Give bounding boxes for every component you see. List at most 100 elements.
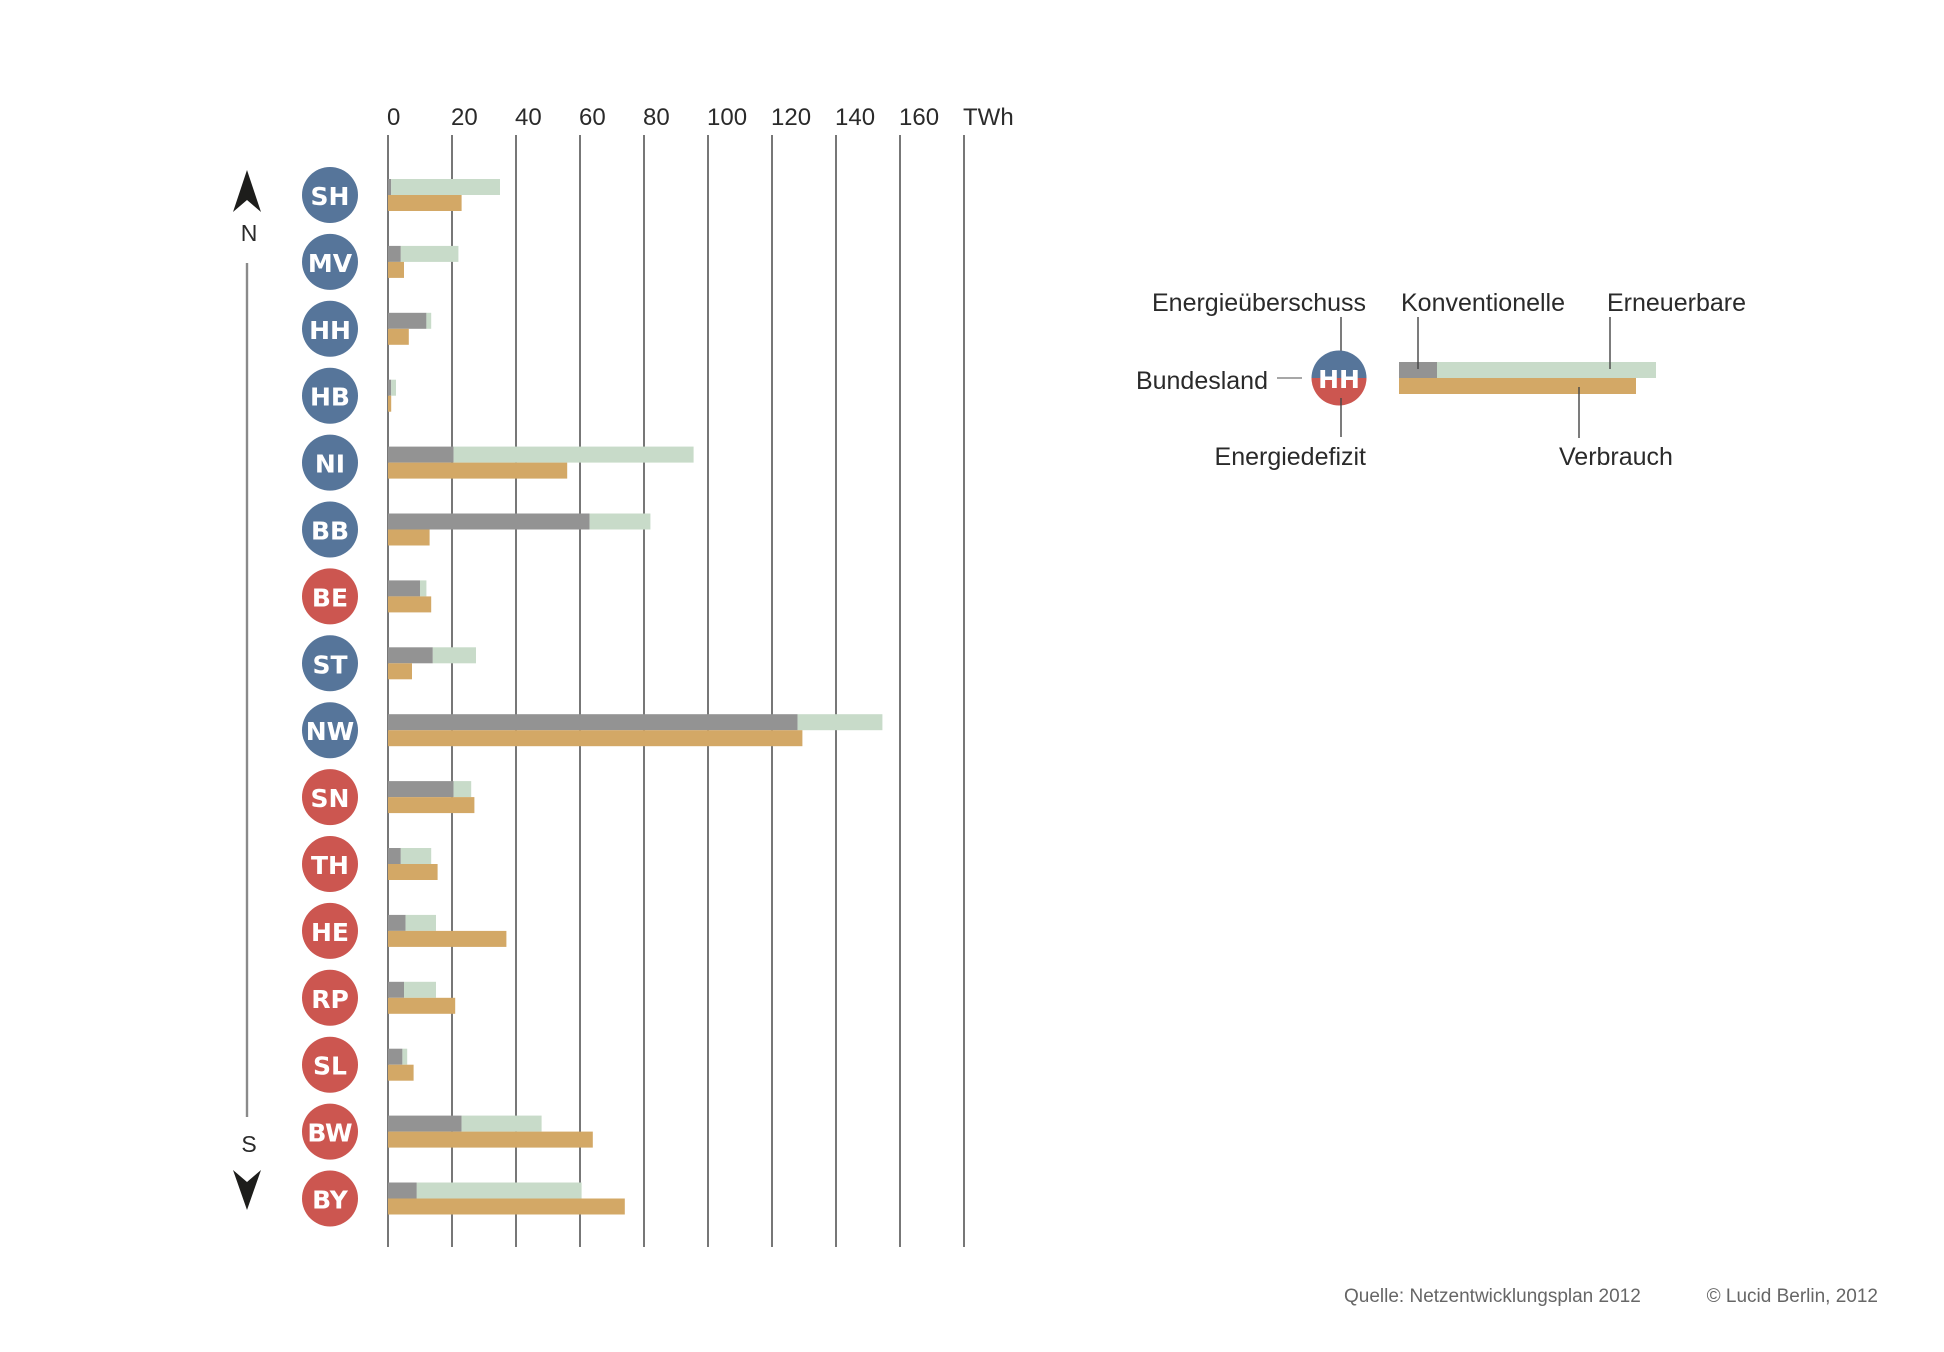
legend: Energieüberschuss Bundesland HH Energied… xyxy=(1136,289,1746,471)
bar-renewable xyxy=(589,513,651,530)
state-marker-sn: SN xyxy=(302,769,358,826)
legend-state-code: HH xyxy=(1318,365,1360,394)
legend-surplus-label: Energieüberschuss xyxy=(1152,289,1366,317)
state-row-hb xyxy=(388,379,396,412)
south-label: S xyxy=(241,1131,256,1157)
north-label: N xyxy=(241,220,258,246)
state-code-label: BE xyxy=(312,583,348,612)
state-code-label: RP xyxy=(311,985,349,1014)
bar-renewable xyxy=(426,312,432,329)
state-circle xyxy=(302,300,358,357)
state-circle xyxy=(302,233,358,290)
state-circle xyxy=(302,702,358,759)
x-tick-label: 80 xyxy=(643,104,670,131)
state-marker-nw: NW xyxy=(302,702,358,759)
state-circle xyxy=(302,902,358,959)
x-tick-label: 0 xyxy=(387,104,400,131)
state-row-be xyxy=(388,580,432,613)
bar-renewable xyxy=(391,179,500,195)
state-code-label: MV xyxy=(308,249,353,278)
bar-renewable xyxy=(432,647,476,664)
state-row-hh xyxy=(388,312,432,345)
bar-conventional xyxy=(388,179,392,195)
bar-renewable xyxy=(453,446,694,463)
bar-renewable xyxy=(404,981,436,998)
state-row-bb xyxy=(388,513,651,546)
state-marker-mv: MV xyxy=(302,233,358,290)
state-code-label: SH xyxy=(311,182,350,211)
state-circle xyxy=(302,836,358,892)
state-circle xyxy=(302,1036,358,1093)
state-circle xyxy=(302,501,358,558)
bar-consumption xyxy=(388,730,803,747)
x-tick-label: 20 xyxy=(451,104,478,131)
state-row-bw xyxy=(388,1115,593,1148)
bar-consumption xyxy=(388,1064,414,1081)
x-axis-tick-labels: 0 20 40 60 80 100 120 140 160 TWh xyxy=(387,104,1014,131)
state-row-mv xyxy=(388,245,459,278)
bar-renewable xyxy=(405,914,436,931)
state-marker-st: ST xyxy=(302,635,358,692)
state-row-ni xyxy=(388,446,694,479)
bar-consumption xyxy=(388,663,412,680)
x-tick-label: 100 xyxy=(707,104,747,131)
bar-renewable xyxy=(400,848,432,864)
bar-consumption xyxy=(388,1198,625,1215)
gridlines xyxy=(387,135,965,1247)
bar-renewable xyxy=(400,245,459,262)
bar-conventional xyxy=(388,1048,403,1065)
bar-renewable xyxy=(420,580,427,597)
state-marker-sh: SH xyxy=(302,167,358,223)
state-circle xyxy=(302,635,358,692)
state-row-by xyxy=(388,1182,625,1215)
state-code-label: HH xyxy=(309,316,351,345)
state-circle xyxy=(302,167,358,223)
state-code-label: HE xyxy=(311,918,349,947)
bar-consumption xyxy=(388,930,507,947)
state-code-label: HB xyxy=(310,383,350,412)
copyright-note: © Lucid Berlin, 2012 xyxy=(1707,1286,1878,1307)
state-row-sl xyxy=(388,1048,414,1081)
state-circle xyxy=(302,769,358,826)
bar-conventional xyxy=(388,848,401,864)
state-code-label: TH xyxy=(311,851,349,880)
bar-conventional xyxy=(388,1115,462,1132)
bar-conventional xyxy=(388,914,406,931)
bar-conventional xyxy=(388,245,401,262)
x-tick-label: 140 xyxy=(835,104,875,131)
state-row-sn xyxy=(388,781,475,814)
bar-conventional xyxy=(388,647,433,664)
state-circle xyxy=(302,1170,358,1227)
state-circle xyxy=(302,434,358,491)
bar-renewable xyxy=(391,379,396,396)
legend-conventional-swatch xyxy=(1399,362,1437,378)
legend-state-marker: HH xyxy=(1311,350,1367,406)
bar-renewable xyxy=(461,1115,542,1132)
bar-renewable xyxy=(797,714,883,731)
bar-consumption xyxy=(388,529,430,546)
bar-conventional xyxy=(388,446,454,463)
state-code-label: SN xyxy=(311,784,350,813)
state-row-st xyxy=(388,647,476,680)
bar-conventional xyxy=(388,1182,417,1199)
state-marker-sl: SL xyxy=(302,1036,358,1093)
north-arrow-icon xyxy=(233,170,261,212)
state-circle xyxy=(302,969,358,1026)
state-marker-hh: HH xyxy=(302,300,358,357)
state-code-label: BY xyxy=(312,1186,349,1215)
bar-consumption xyxy=(388,395,392,412)
legend-renewable-swatch xyxy=(1437,362,1656,378)
legend-consumption-swatch xyxy=(1399,378,1636,394)
x-unit-label: TWh xyxy=(963,104,1014,131)
south-arrow-icon xyxy=(233,1170,261,1210)
bar-consumption xyxy=(388,864,438,880)
bar-conventional xyxy=(388,379,392,396)
state-row-th xyxy=(388,848,438,880)
legend-state-label: Bundesland xyxy=(1136,367,1268,395)
state-marker-rp: RP xyxy=(302,969,358,1026)
state-marker-he: HE xyxy=(302,902,358,959)
x-tick-label: 40 xyxy=(515,104,542,131)
state-code-label: BW xyxy=(307,1119,352,1148)
bar-conventional xyxy=(388,580,420,597)
